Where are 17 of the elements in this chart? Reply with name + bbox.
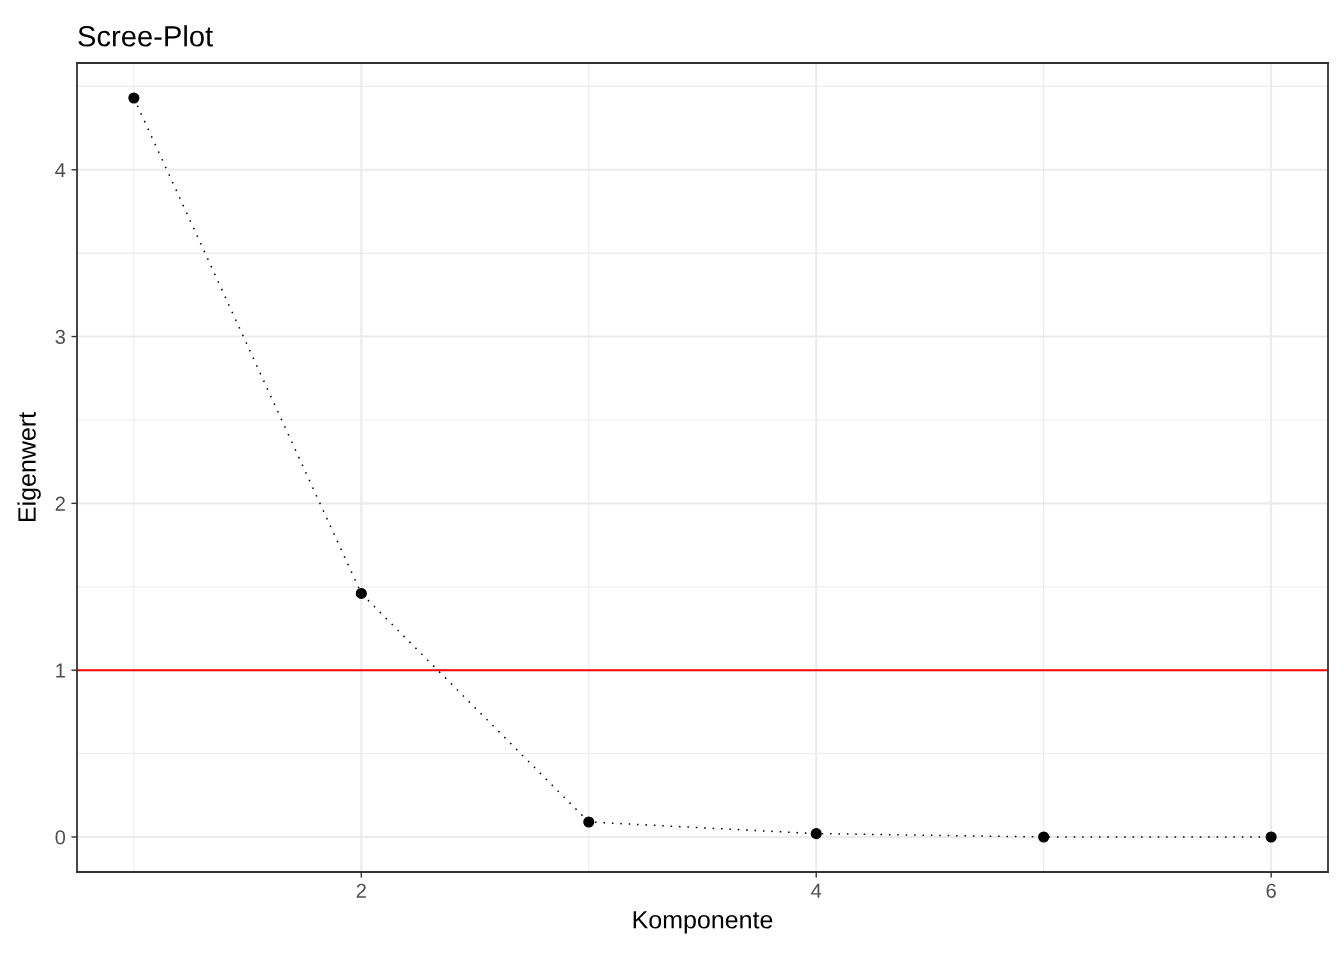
- point: [810, 828, 822, 840]
- point: [1265, 831, 1277, 843]
- point: [583, 816, 595, 828]
- y-axis-title: Eigenwert: [17, 412, 41, 522]
- x-tick-label: 6: [1266, 883, 1276, 898]
- y-tick-label: 4: [55, 163, 66, 178]
- point: [355, 587, 367, 599]
- y-tick-label: 1: [56, 663, 65, 678]
- y-tick-label: 2: [55, 496, 65, 511]
- y-tick-label: 0: [55, 830, 66, 845]
- x-tick-label: 2: [356, 883, 366, 898]
- x-axis-title: Komponente: [633, 911, 773, 934]
- x-tick-label: 4: [811, 883, 822, 898]
- chart-title: Scree-Plot: [78, 25, 213, 47]
- y-tick-label: 3: [55, 329, 65, 345]
- point: [128, 92, 140, 104]
- point: [1038, 831, 1050, 843]
